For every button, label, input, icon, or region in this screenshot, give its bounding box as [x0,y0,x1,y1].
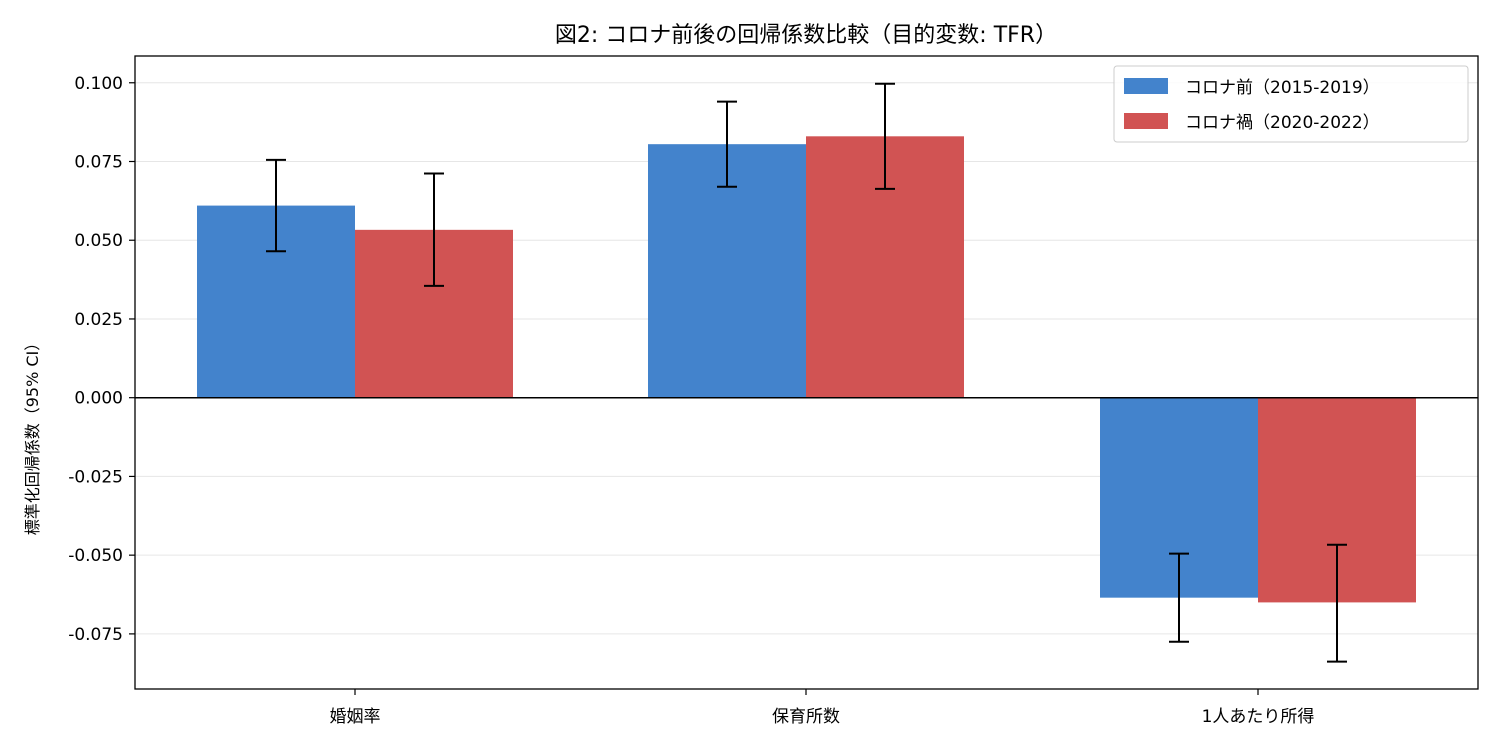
legend-label-covid: コロナ禍（2020-2022） [1185,113,1380,133]
x-tick-label: 1人あたり所得 [1202,707,1315,727]
legend-swatch-pre-covid [1124,78,1168,94]
y-axis-ticks: 0.100 0.075 0.050 0.025 0.000 -0.025 -0.050 -0.… [68,74,135,645]
x-axis-ticks: 婚姻率 保育所数 1人あたり所得 [330,689,1315,727]
chart-title: 図2: コロナ前後の回帰係数比較（目的変数: TFR） [555,23,1057,48]
y-tick-label: 0.050 [74,231,123,251]
x-tick-label: 保育所数 [772,707,840,727]
y-tick-label: 0.025 [74,310,123,330]
y-tick-label: 0.000 [74,389,123,409]
bars [197,136,1416,603]
legend-label-pre-covid: コロナ前（2015-2019） [1185,78,1380,98]
y-tick-label: -0.050 [68,546,123,566]
y-tick-label: 0.100 [74,74,123,94]
y-tick-label: -0.075 [68,625,123,645]
x-tick-label: 婚姻率 [330,707,381,727]
error-bars [266,82,1347,663]
legend: コロナ前（2015-2019） コロナ禍（2020-2022） [1113,65,1469,143]
y-tick-label: -0.025 [68,467,123,487]
y-axis-label: 標準化回帰係数（95% CI） [23,335,42,536]
legend-frame [1113,65,1469,143]
y-tick-label: 0.075 [74,153,123,173]
legend-swatch-covid [1124,113,1168,129]
